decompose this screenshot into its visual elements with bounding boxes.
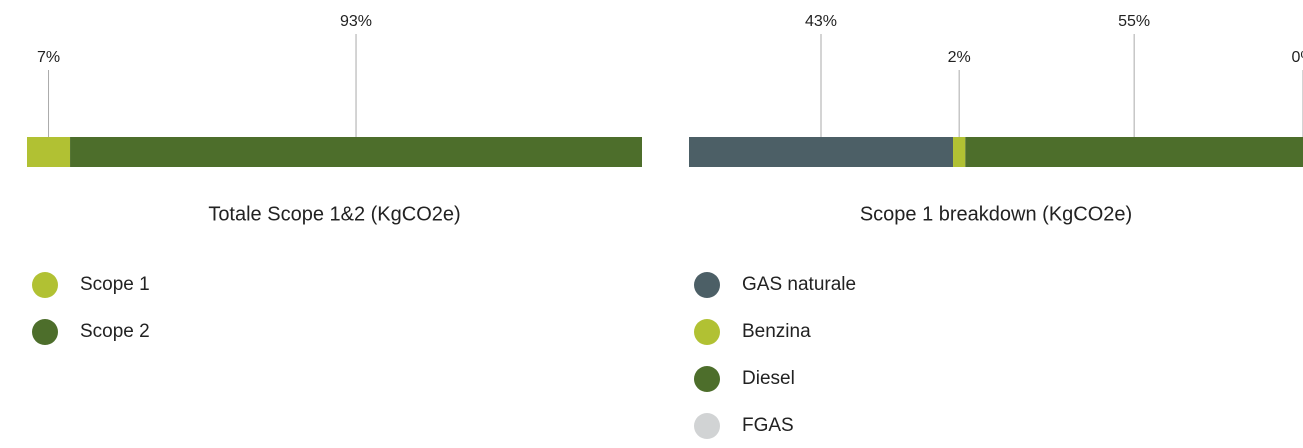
value-label: 7% (37, 49, 60, 66)
legend-swatch (32, 272, 58, 298)
legend-swatch (694, 413, 720, 439)
chart-title: Scope 1 breakdown (KgCO2e) (860, 203, 1132, 225)
bar-segment (70, 137, 643, 167)
chart-title: Totale Scope 1&2 (KgCO2e) (208, 203, 460, 225)
bar-segment (27, 137, 71, 167)
legend-label: Diesel (742, 368, 795, 389)
legend-label: Scope 1 (80, 274, 150, 295)
value-label: 55% (1118, 13, 1150, 30)
bar-segment (953, 137, 966, 167)
legend-label: GAS naturale (742, 274, 856, 295)
legend-swatch (694, 272, 720, 298)
legend-label: Benzina (742, 321, 811, 342)
legend-swatch (694, 366, 720, 392)
legend-swatch (32, 319, 58, 345)
value-label: 43% (805, 13, 837, 30)
legend-label: Scope 2 (80, 321, 150, 342)
legend-swatch (694, 319, 720, 345)
legend-label: FGAS (742, 415, 794, 436)
bar-segment (689, 137, 954, 167)
value-label: 0% (1291, 49, 1303, 66)
value-label: 93% (340, 13, 372, 30)
value-label: 2% (948, 49, 971, 66)
bar-segment (965, 137, 1303, 167)
